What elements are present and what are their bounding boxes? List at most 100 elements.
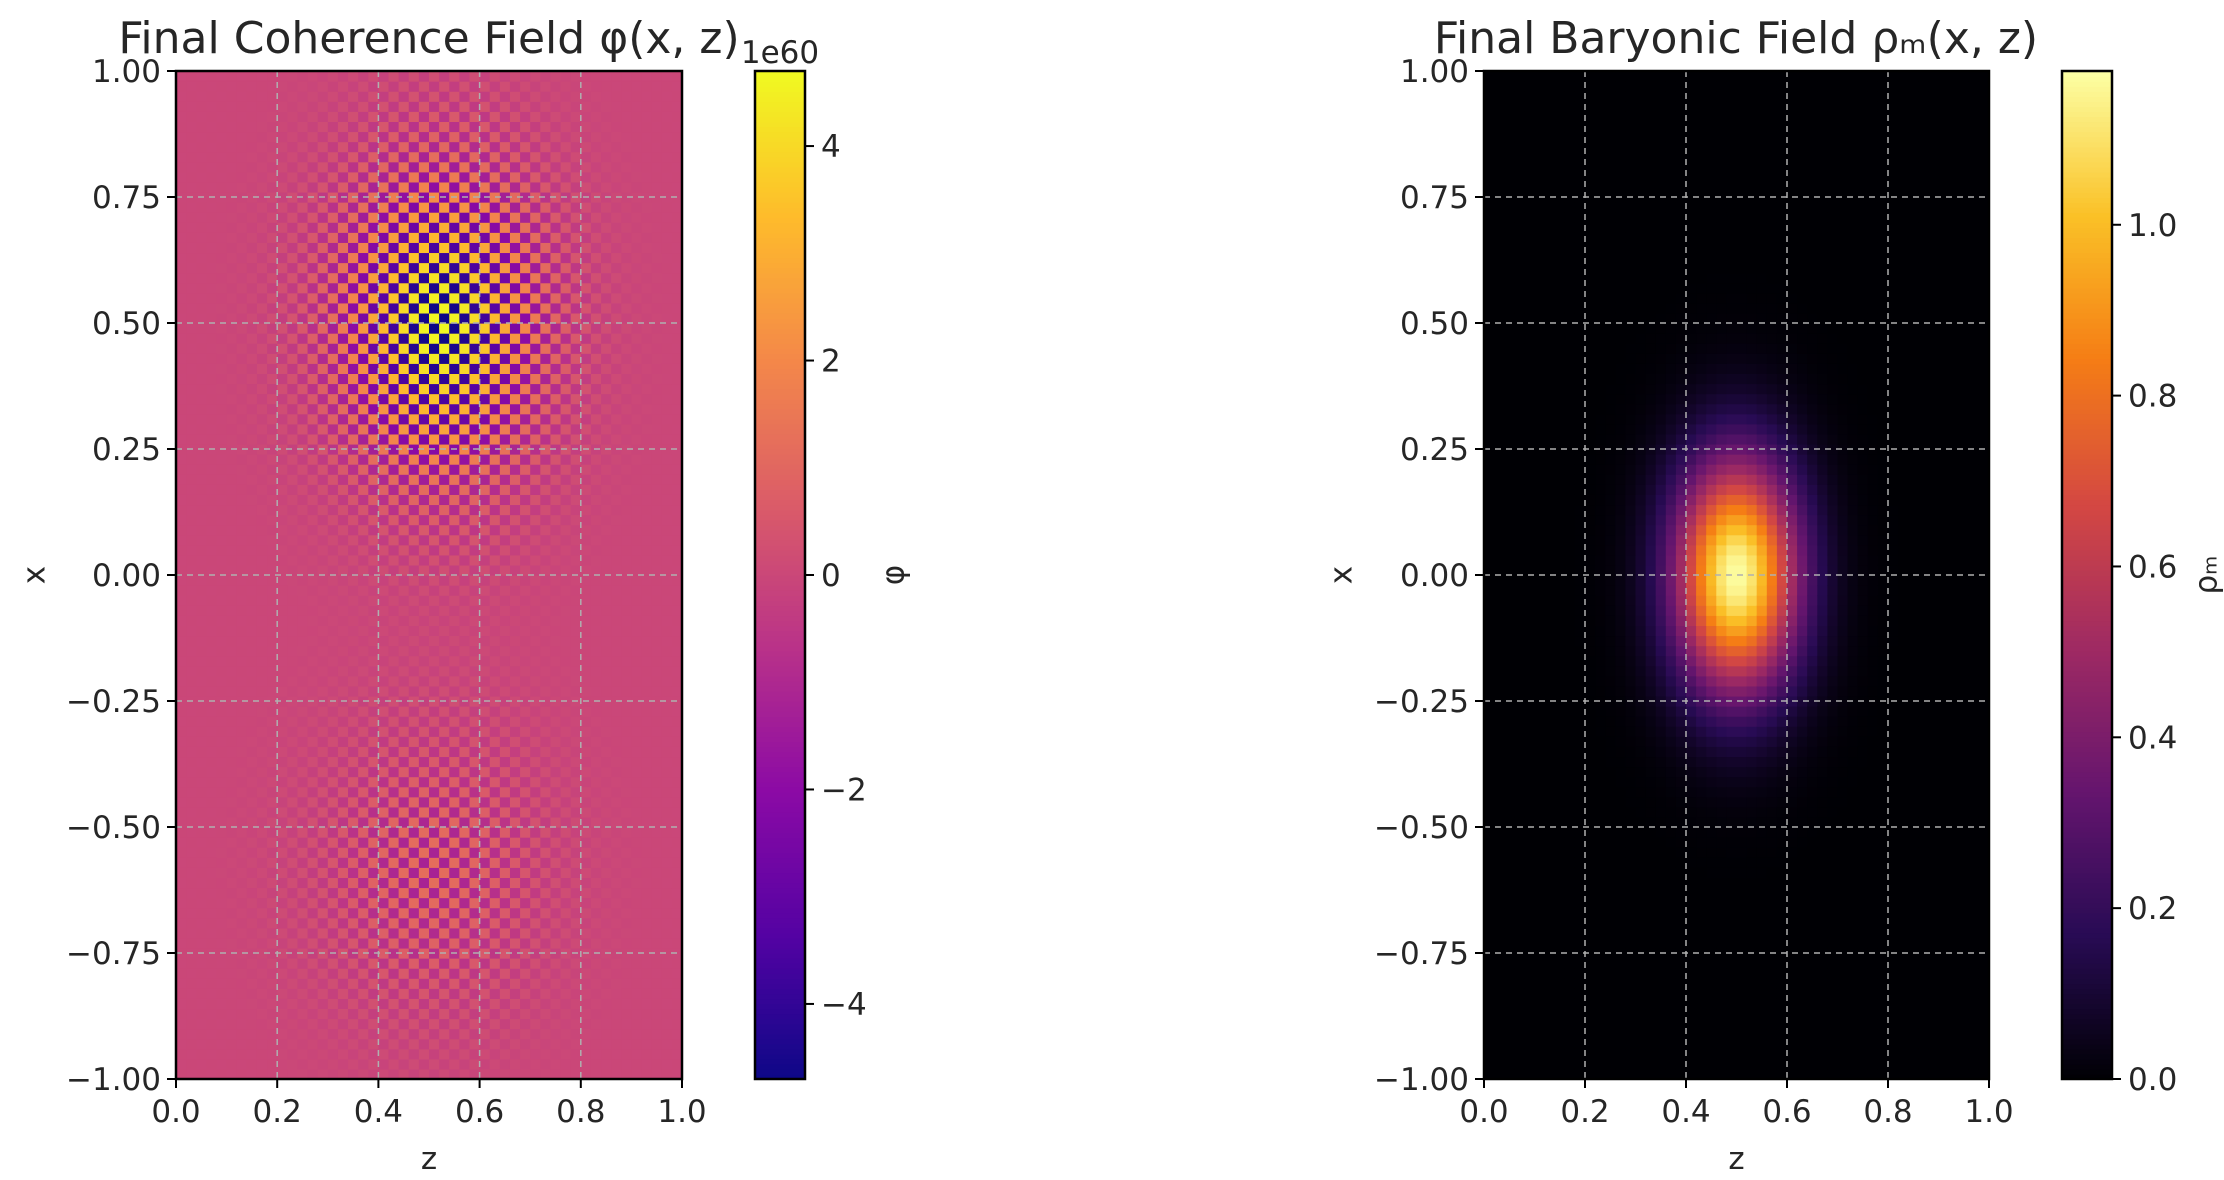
panel-1-cell <box>509 151 521 163</box>
panel-1-cell <box>651 625 663 637</box>
panel-1-cell <box>560 333 572 344</box>
panel-1-cell <box>277 917 288 929</box>
panel-1-cell <box>307 232 319 243</box>
panel-1-cell <box>479 1038 491 1050</box>
panel-1-cell <box>601 504 612 516</box>
panel-1-cell <box>176 514 187 526</box>
panel-1-cell <box>631 585 643 596</box>
panel-1-cell <box>418 635 430 647</box>
panel-1-cell <box>196 857 207 868</box>
panel-1-cell <box>580 252 592 264</box>
panel-1-cell <box>327 393 339 405</box>
panel-1-cell <box>611 645 622 657</box>
panel-1-cell <box>540 968 552 979</box>
panel-1-cell <box>489 181 501 193</box>
panel-1-cell <box>560 564 572 576</box>
panel-1-cell <box>236 685 248 697</box>
panel-1-cell <box>206 383 218 395</box>
panel-1-cell <box>226 403 238 415</box>
panel-1-cell <box>358 756 369 768</box>
panel-1-cell <box>186 232 197 243</box>
panel-1-cell <box>530 786 541 798</box>
panel-1-cell <box>226 242 238 254</box>
panel-1-cell <box>469 454 481 465</box>
panel-1-cell <box>307 927 319 939</box>
panel-1-cell <box>186 524 197 536</box>
panel-1-cell <box>661 282 673 294</box>
panel-1-cell <box>176 605 187 616</box>
panel-1-cell <box>287 585 299 596</box>
panel-1-cell <box>378 1038 390 1050</box>
panel-1-cell <box>216 635 228 647</box>
panel-1-cell <box>307 312 319 324</box>
panel-1-cell <box>317 1068 329 1080</box>
panel-1-cell <box>267 1068 278 1080</box>
panel-1-cell <box>267 353 278 364</box>
panel-1-cell <box>287 1058 299 1070</box>
panel-1-cell <box>277 756 288 768</box>
panel-1-cell <box>449 907 460 919</box>
panel-1-cell <box>459 827 471 838</box>
panel-1-cell <box>297 252 309 264</box>
panel-1-cell <box>337 202 349 213</box>
panel-1-cell <box>256 564 268 576</box>
panel-1-cell <box>368 181 379 193</box>
panel-1-cell <box>530 474 541 485</box>
panel-1-cell <box>540 585 552 596</box>
panel-1-cell <box>348 544 359 556</box>
panel-1-cell <box>570 413 582 425</box>
panel-1-cell <box>408 272 420 284</box>
panel-1-cell <box>540 786 552 798</box>
panel-1-cell <box>287 786 299 798</box>
panel-1-cell <box>580 716 592 727</box>
panel-1-cell <box>307 1038 319 1050</box>
panel-1-cell <box>317 272 329 284</box>
panel-1-cell <box>368 403 379 415</box>
panel-1-cell <box>479 675 491 687</box>
panel-1-cell <box>348 171 359 183</box>
panel-1-cell <box>621 1028 632 1040</box>
panel-1-cell <box>479 1048 491 1060</box>
panel-1-cell <box>327 766 339 778</box>
panel-1-cell <box>661 716 673 727</box>
panel-1-cell <box>337 655 349 667</box>
panel-1-cell <box>570 605 582 616</box>
panel-1-cell <box>206 121 218 133</box>
panel-1-cell <box>621 958 632 969</box>
panel-1-cell <box>590 736 602 747</box>
panel-1-cell <box>408 998 420 1010</box>
panel-1-cell <box>489 514 501 526</box>
panel-1-cell <box>479 363 491 374</box>
panel-1-cell <box>348 786 359 798</box>
panel-1-cell <box>580 645 592 657</box>
panel-1-cell <box>368 716 379 727</box>
panel-1-cell <box>540 151 552 163</box>
panel-1-cell <box>236 937 248 949</box>
panel-1-cell <box>661 393 673 405</box>
panel-1-cell <box>297 393 309 405</box>
panel-1-cell <box>651 464 663 475</box>
panel-1-cell <box>560 262 572 274</box>
panel-1-cell <box>621 302 632 314</box>
panel-1-cell <box>621 675 632 687</box>
panel-1-cell <box>671 605 683 616</box>
panel-1-cell <box>277 393 288 405</box>
panel-1-cell <box>550 978 562 989</box>
panel-1-cell <box>368 827 379 838</box>
panel-1-cell <box>408 1058 420 1070</box>
panel-1-cell <box>317 988 329 999</box>
panel-1-cell <box>560 534 572 546</box>
panel-1-cell <box>226 554 238 566</box>
panel-1-cell <box>398 575 410 586</box>
panel-1-cell <box>661 1008 673 1020</box>
panel-1-cell <box>388 706 400 717</box>
panel-1-cell <box>520 343 531 354</box>
panel-1-cell <box>621 363 632 374</box>
panel-1-cell <box>418 423 430 435</box>
panel-1-cell <box>388 585 400 596</box>
panel-1-cell <box>408 222 420 233</box>
panel-1-cell <box>621 474 632 485</box>
panel-1-cell <box>196 998 207 1010</box>
panel-1-cell <box>388 857 400 868</box>
panel-1-cell <box>196 766 207 778</box>
